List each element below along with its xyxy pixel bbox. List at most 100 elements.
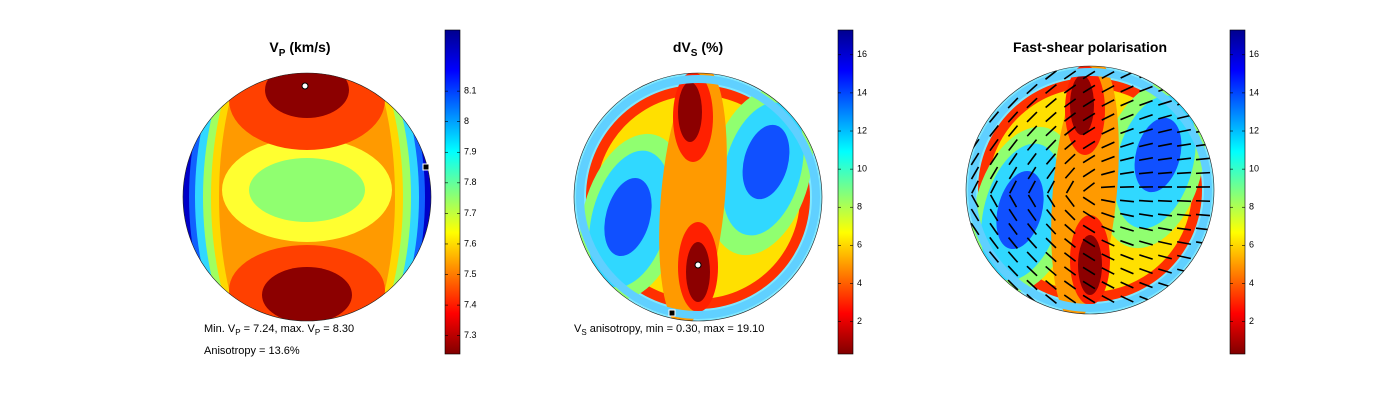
polarisation-tick [1119,171,1135,175]
polarisation-tick [1007,251,1019,263]
polarisation-tick [1046,180,1056,194]
polarisation-tick [1176,240,1192,246]
polarisation-tick [1007,293,1019,305]
polarisation-tick [1157,157,1173,161]
polarisation-tick [1027,208,1037,222]
polarisation-tick [969,97,981,109]
title-text: Fast-shear polarisation [1013,39,1167,55]
polarisation-tick [970,194,980,208]
colorbar-tick-label: 6 [1249,240,1254,250]
polarisation-tick [1196,86,1210,92]
annotation-text: = 8.30 [320,323,354,335]
polarisation-tick [1139,281,1153,289]
max-marker [694,261,702,269]
polarisation-tick [1063,84,1077,94]
polarisation-tick [1063,98,1077,108]
colorbar-tick-label: 16 [1249,49,1259,59]
polarisation-tick [1195,157,1211,161]
polarisation-tick [1026,139,1038,151]
polarisation-tick [1063,112,1077,122]
colorbar-tick-label: 7.6 [464,238,477,248]
polarisation-tick [970,124,980,138]
polarisation-tick [1101,211,1115,219]
polarisation-tick [1064,167,1076,179]
polarisation-tick [988,111,1000,123]
annotation: Min. VP = 7.24, max. VP = 8.30 [204,323,354,337]
polarisation-tick [988,279,1000,291]
polarisation-tick [1196,296,1210,302]
polarisation-tick [1120,226,1134,232]
polarisation-tick [1008,152,1018,166]
polarisation-tick [1101,70,1115,80]
polarisation-tick [1026,265,1038,277]
polarisation-tick [1027,194,1037,208]
polarisation-tick [1176,157,1192,161]
polarisation-tick [970,222,980,236]
polarisation-tick [1063,294,1077,304]
polarisation-tick [1120,295,1134,303]
title-text: (%) [697,39,723,55]
polarisation-tick [989,222,999,236]
polarisation-tick [1045,265,1057,277]
polarisation-tick [1026,223,1038,235]
panel-title: dVS (%) [673,39,723,59]
polarisation-tick [1008,166,1018,180]
polarisation-tick [1008,194,1018,208]
colorbar-tick-label: 14 [1249,87,1259,97]
polarisation-tick [1101,281,1115,289]
colorbar [444,29,461,355]
polarisation-tick [1196,100,1210,106]
contour [262,267,352,321]
polarisation-tick [1026,83,1038,95]
polarisation-tick [1176,128,1192,134]
annotation-text: Anisotropy = 13.6% [204,345,300,357]
pole-figure [183,73,431,321]
circle-outline [182,72,432,322]
min-marker [668,309,676,317]
subscript: P [315,328,320,337]
polarisation-tick [1139,114,1153,120]
polarisation-tick [1139,142,1153,148]
polarisation-tick [969,279,981,291]
polarisation-tick [1082,70,1096,80]
polarisation-tick [1045,111,1057,123]
polarisation-tick [1177,282,1191,288]
colorbar-tick-label: 14 [857,87,867,97]
polarisation-tick [1063,252,1077,262]
contour [678,82,702,142]
polarisation-tick [1063,280,1077,290]
polarisation-tick [1100,198,1116,204]
polarisation-tick [1101,155,1115,163]
polarisation-tick [1082,280,1096,290]
polarisation-tick [1120,281,1134,289]
polarisation-tick [1082,294,1096,304]
polarisation-tick [1177,72,1191,78]
polarisation-tick [1101,99,1115,107]
polarisation-tick [1139,128,1153,134]
polarisation-tick [1120,253,1134,261]
colorbar-tick-label: 8 [464,116,469,126]
colorbar-tick-label: 6 [857,240,862,250]
polarisation-tick [1158,254,1172,260]
polarisation-tick [1045,83,1057,95]
colorbar-tick-label: 7.3 [464,330,477,340]
polarisation-tick [1028,180,1036,194]
polarisation-tick [1046,194,1056,208]
polarisation-tick [1120,113,1134,121]
polarisation-tick [988,293,1000,305]
polarisation-tick [1176,143,1192,147]
polarisation-tick [1176,254,1192,260]
colorbar-tick-label: 7.8 [464,177,477,187]
min-marker [422,163,430,171]
polarisation-tick [988,69,1000,81]
polarisation-tick [1157,199,1173,203]
polarisation-tick [1045,294,1057,304]
polarisation-tick [1158,71,1172,79]
polarisation-tick [1045,153,1057,165]
polarisation-tick [1139,99,1153,107]
polarisation-tick [1101,239,1115,247]
polarisation-tick [1009,180,1017,194]
polarisation-tick [969,69,981,81]
